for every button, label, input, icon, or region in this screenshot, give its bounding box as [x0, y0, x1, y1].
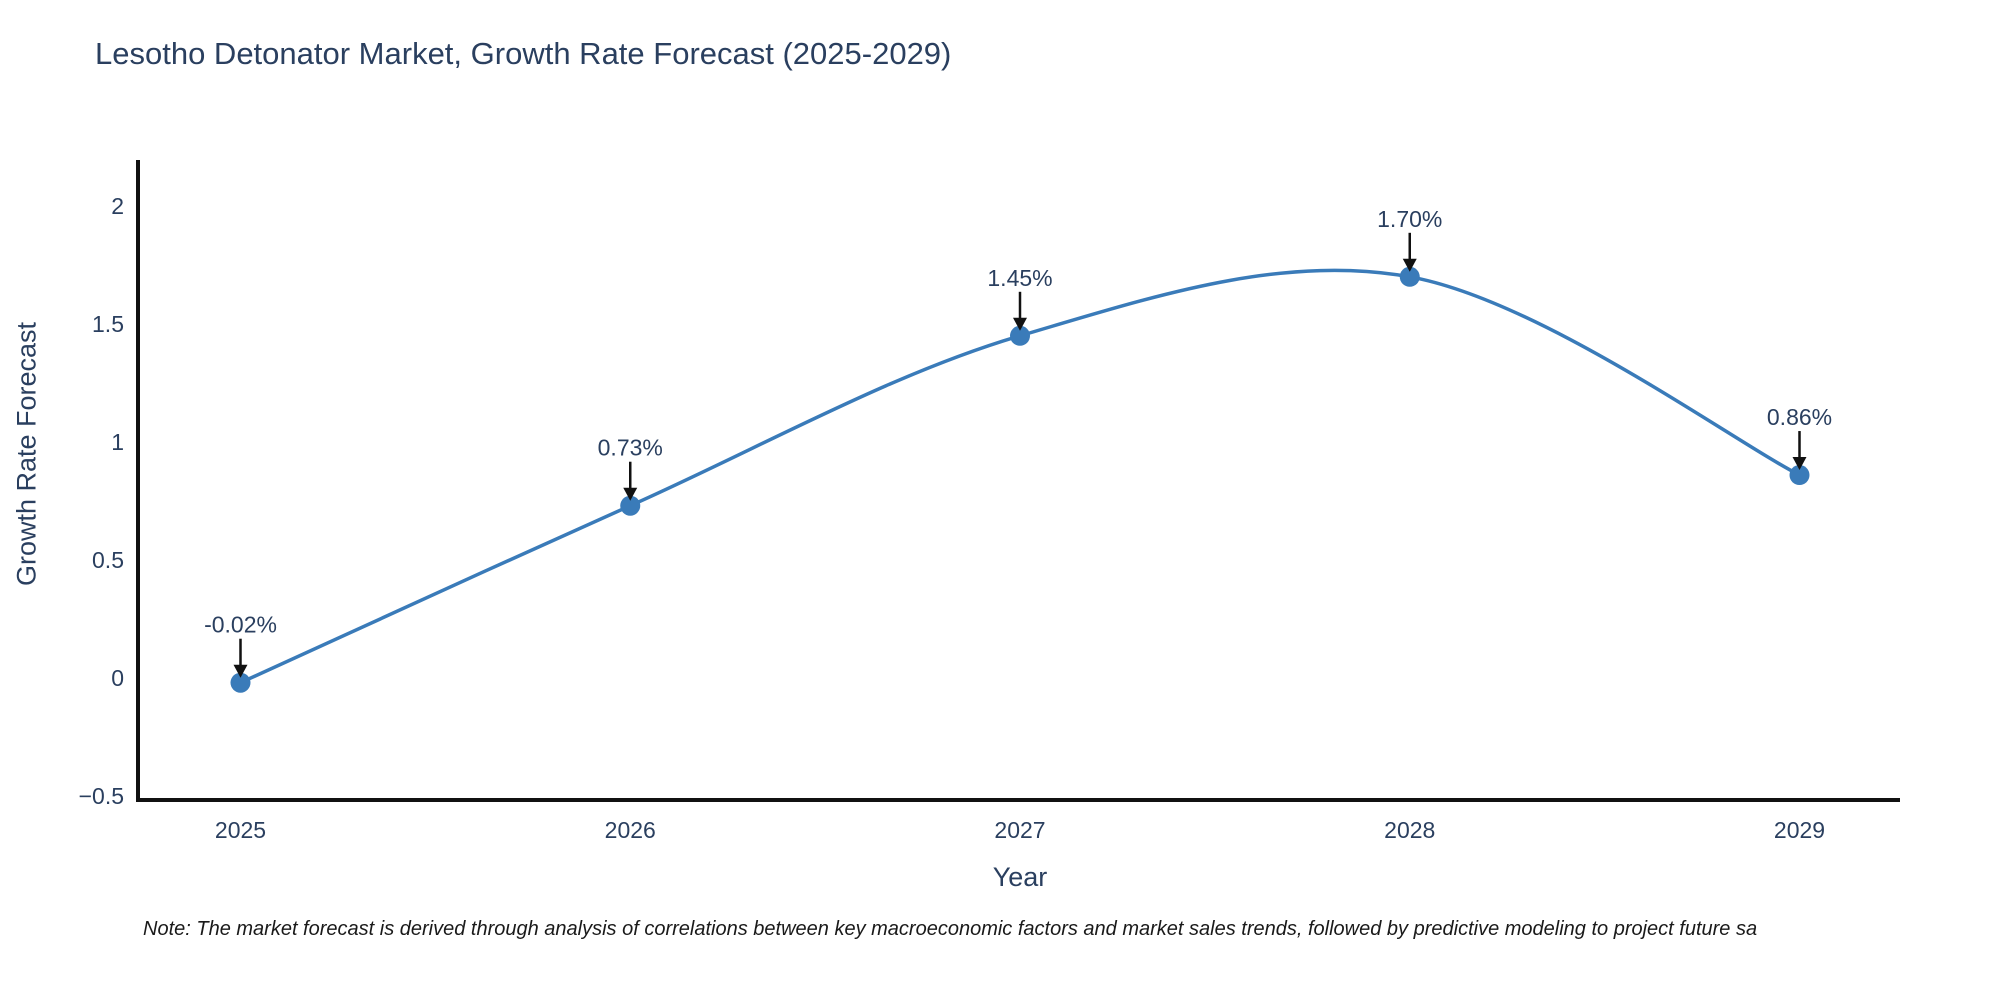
- y-tick-label-2: 2: [111, 193, 124, 219]
- annotation-arrow-head-2028: [1402, 258, 1417, 272]
- annotation-arrow-head-2029: [1792, 457, 1807, 471]
- annotation-label-2027: 1.45%: [987, 265, 1052, 291]
- x-tick-label-2027: 2027: [994, 817, 1045, 843]
- annotation-label-2026: 0.73%: [598, 435, 663, 461]
- data-point-2028: [1399, 266, 1420, 287]
- x-axis-title: Year: [992, 862, 1048, 892]
- x-tick-label-2025: 2025: [215, 817, 266, 843]
- x-tick-label-2029: 2029: [1774, 817, 1825, 843]
- y-tick-label--0.5: −0.5: [79, 783, 124, 809]
- annotation-label-2029: 0.86%: [1767, 404, 1832, 430]
- x-tick-label-2026: 2026: [605, 817, 656, 843]
- x-tick-label-2028: 2028: [1384, 817, 1435, 843]
- data-point-2029: [1789, 465, 1810, 486]
- data-point-2027: [1010, 325, 1030, 346]
- y-tick-label-0.5: 0.5: [92, 547, 124, 573]
- y-tick-label-1.5: 1.5: [92, 311, 124, 337]
- footnote: Note: The market forecast is derived thr…: [143, 918, 1758, 940]
- annotation-arrow-head-2027: [1013, 317, 1027, 331]
- annotation-arrow-head-2026: [623, 487, 638, 501]
- y-tick-label-1: 1: [111, 429, 124, 455]
- data-point-2025: [230, 672, 251, 693]
- y-tick-label-0: 0: [111, 665, 124, 691]
- chart-title: Lesotho Detonator Market, Growth Rate Fo…: [95, 36, 952, 71]
- annotation-arrow-head-2025: [233, 664, 248, 678]
- annotation-label-2025: -0.02%: [204, 612, 277, 638]
- annotation-label-2028: 1.70%: [1377, 206, 1442, 232]
- data-point-2026: [620, 495, 641, 516]
